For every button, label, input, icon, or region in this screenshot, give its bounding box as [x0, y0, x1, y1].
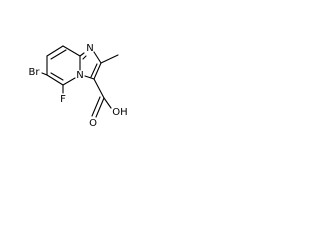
bond — [79, 52, 85, 57]
atom-label: Br — [29, 67, 41, 78]
bonds — [41, 45, 119, 118]
bond — [84, 75, 95, 80]
bond — [95, 97, 105, 118]
bond — [93, 62, 102, 80]
bond — [90, 63, 98, 78]
bond — [46, 74, 64, 86]
atom-label: N — [86, 43, 93, 54]
bond — [91, 96, 101, 117]
structure-diagram: Br F N N O OH — [29, 43, 128, 129]
bond — [50, 72, 64, 81]
atom-label: N — [76, 70, 83, 81]
bond — [41, 72, 48, 76]
atom-label: O — [89, 118, 97, 129]
bond — [46, 45, 64, 57]
atom-label: OH — [112, 107, 127, 118]
bond — [93, 51, 102, 64]
bond — [82, 55, 87, 60]
bond — [62, 45, 81, 57]
bond — [103, 97, 112, 109]
bond — [50, 49, 67, 60]
bond — [62, 77, 76, 86]
atom-label: F — [60, 94, 66, 105]
bond — [100, 54, 119, 64]
bond — [93, 78, 105, 99]
